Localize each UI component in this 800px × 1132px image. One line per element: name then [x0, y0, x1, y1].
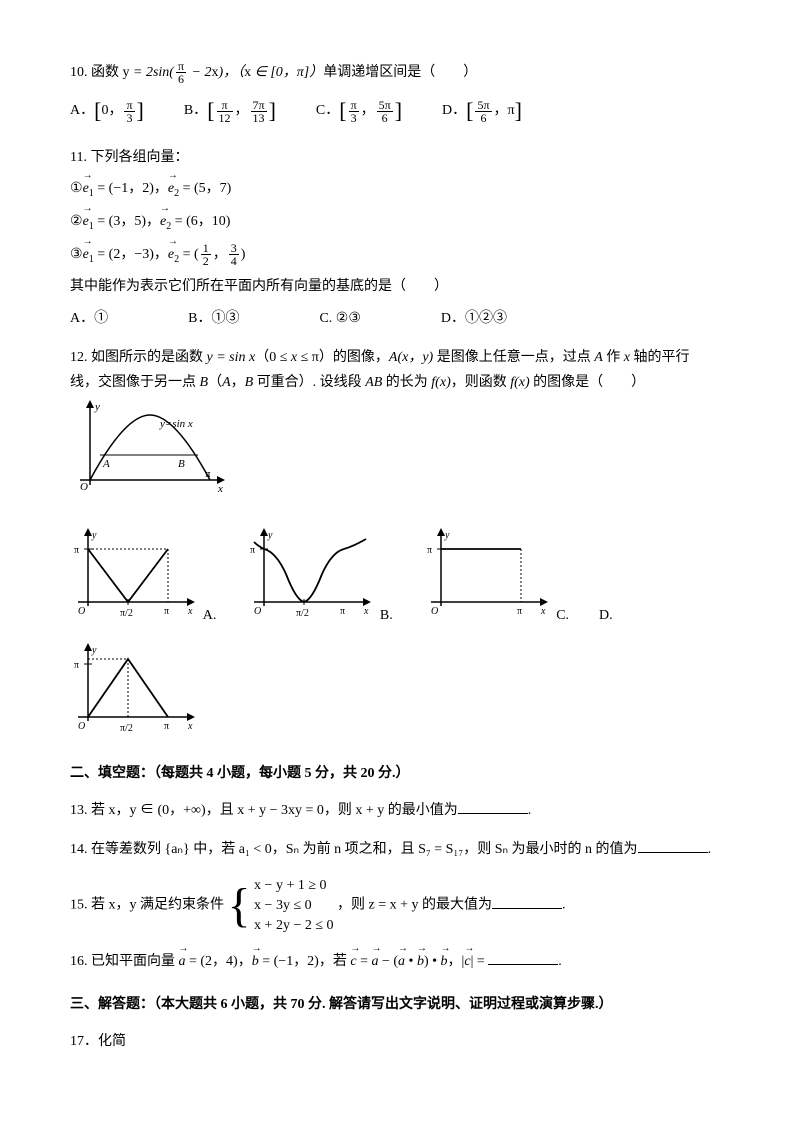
svg-text:y=sin x: y=sin x: [159, 418, 193, 430]
section-3-title: 三、解答题：（本大题共 6 小题，共 70 分. 解答请写出文字说明、证明过程或…: [70, 992, 730, 1017]
q11-tail: 其中能作为表示它们所在平面内所有向量的基底的是（ ）: [70, 274, 730, 299]
svg-text:π: π: [74, 545, 79, 556]
svg-text:π: π: [340, 606, 345, 617]
svg-text:O: O: [254, 606, 261, 617]
svg-text:x: x: [540, 606, 546, 617]
q10-opt-d: D．[5π6，π]: [442, 91, 522, 131]
svg-text:π: π: [250, 545, 255, 556]
svg-text:x: x: [217, 483, 223, 495]
q12-line2: 线，交图像于另一点 B（A，B 可重合）. 设线段 AB 的长为 f(x)，则函…: [70, 370, 730, 395]
q12-option-graphs: π O π/2 π x y A. π: [70, 524, 730, 628]
svg-text:x: x: [187, 606, 193, 617]
q10-opt-c: C．[π3，5π6]: [316, 91, 402, 131]
question-13: 13. 若 x，y ∈ (0，+∞)，且 x + y − 3xy = 0，则 x…: [70, 798, 730, 823]
q12-opt-b: π O π/2 π x y B.: [246, 524, 392, 628]
svg-text:y: y: [91, 645, 97, 656]
q12-opt-d: π O π/2 π x y: [70, 639, 200, 743]
question-11: 11. 下列各组向量： ①e1 = (−1，2)，e2 = (5，7) ②e1 …: [70, 145, 730, 331]
q11-options: A．① B．①③ C. ②③ D．①②③: [70, 306, 730, 331]
svg-text:O: O: [431, 606, 438, 617]
svg-text:π/2: π/2: [120, 723, 133, 734]
q11-item1: ①e1 = (−1，2)，e2 = (5，7): [70, 176, 730, 203]
svg-text:O: O: [80, 481, 88, 493]
blank: [488, 950, 558, 965]
q10-tail: 单调递增区间是（ ）: [323, 65, 477, 80]
svg-text:π: π: [74, 660, 79, 671]
question-10: 10. 函数 y = 2sin(π6 − 2x)，（x ∈ [0，π]）单调递增…: [70, 60, 730, 131]
svg-text:π: π: [205, 468, 211, 480]
svg-text:y: y: [444, 530, 450, 541]
constraint-3: x + 2y − 2 ≤ 0: [254, 918, 333, 933]
q11-item3: ③e1 = (2，−3)，e2 = (12，34): [70, 242, 730, 269]
svg-text:π/2: π/2: [296, 608, 309, 619]
question-15: 15. 若 x，y 满足约束条件 { x − y + 1 ≥ 0 x − 3y …: [70, 876, 730, 935]
q12-opt-a: π O π/2 π x y A.: [70, 524, 216, 628]
svg-text:π/2: π/2: [120, 608, 133, 619]
question-12: 12. 如图所示的是函数 y = sin x（0 ≤ x ≤ π）的图像，A(x…: [70, 345, 730, 743]
question-17: 17．化简: [70, 1029, 730, 1054]
q11-opt-b: B．①③: [188, 306, 239, 331]
blank: [638, 838, 708, 853]
svg-text:A: A: [102, 458, 110, 470]
section-2-title: 二、填空题：（每题共 4 小题，每小题 5 分，共 20 分.）: [70, 761, 730, 786]
q11-opt-a: A．①: [70, 306, 108, 331]
q12-line1: 12. 如图所示的是函数 y = sin x（0 ≤ x ≤ π）的图像，A(x…: [70, 345, 730, 370]
svg-text:O: O: [78, 721, 85, 732]
q12-opt-d-label: D.: [599, 603, 613, 628]
question-16: 16. 已知平面向量 a = (2，4)，b = (−1，2)，若 c = a …: [70, 949, 730, 974]
svg-text:π: π: [164, 721, 169, 732]
svg-text:π: π: [427, 545, 432, 556]
q10-opt-b: B．[π12，7π13]: [184, 91, 276, 131]
q12-opt-c: π O π x y C.: [423, 524, 569, 628]
svg-text:y: y: [91, 530, 97, 541]
question-14: 14. 在等差数列 {aₙ} 中，若 a₁ < 0，Sₙ 为前 n 项之和，且 …: [70, 837, 730, 862]
q10-options: A．[0，π3] B．[π12，7π13] C．[π3，5π6] D．[5π6，…: [70, 91, 730, 131]
svg-text:π: π: [517, 606, 522, 617]
q12-main-graph: O y x π y=sin x A B: [70, 395, 230, 514]
constraint-1: x − y + 1 ≥ 0: [254, 878, 326, 893]
constraint-2: x − 3y ≤ 0: [254, 898, 312, 913]
svg-text:y: y: [267, 530, 273, 541]
svg-text:B: B: [178, 458, 185, 470]
q11-opt-c: C. ②③: [319, 306, 360, 331]
q10-text: 10. 函数: [70, 65, 123, 80]
q10-opt-a: A．[0，π3]: [70, 91, 144, 131]
svg-text:π: π: [164, 606, 169, 617]
svg-text:y: y: [94, 401, 100, 413]
q11-opt-d: D．①②③: [441, 306, 507, 331]
svg-text:O: O: [78, 606, 85, 617]
q10-formula: y = 2sin(π6 − 2x)，（x ∈ [0，π]）: [123, 65, 324, 80]
svg-text:x: x: [363, 606, 369, 617]
svg-text:x: x: [187, 721, 193, 732]
blank: [458, 799, 528, 814]
blank: [492, 894, 562, 909]
q11-item2: ②e1 = (3，5)，e2 = (6，10): [70, 209, 730, 236]
